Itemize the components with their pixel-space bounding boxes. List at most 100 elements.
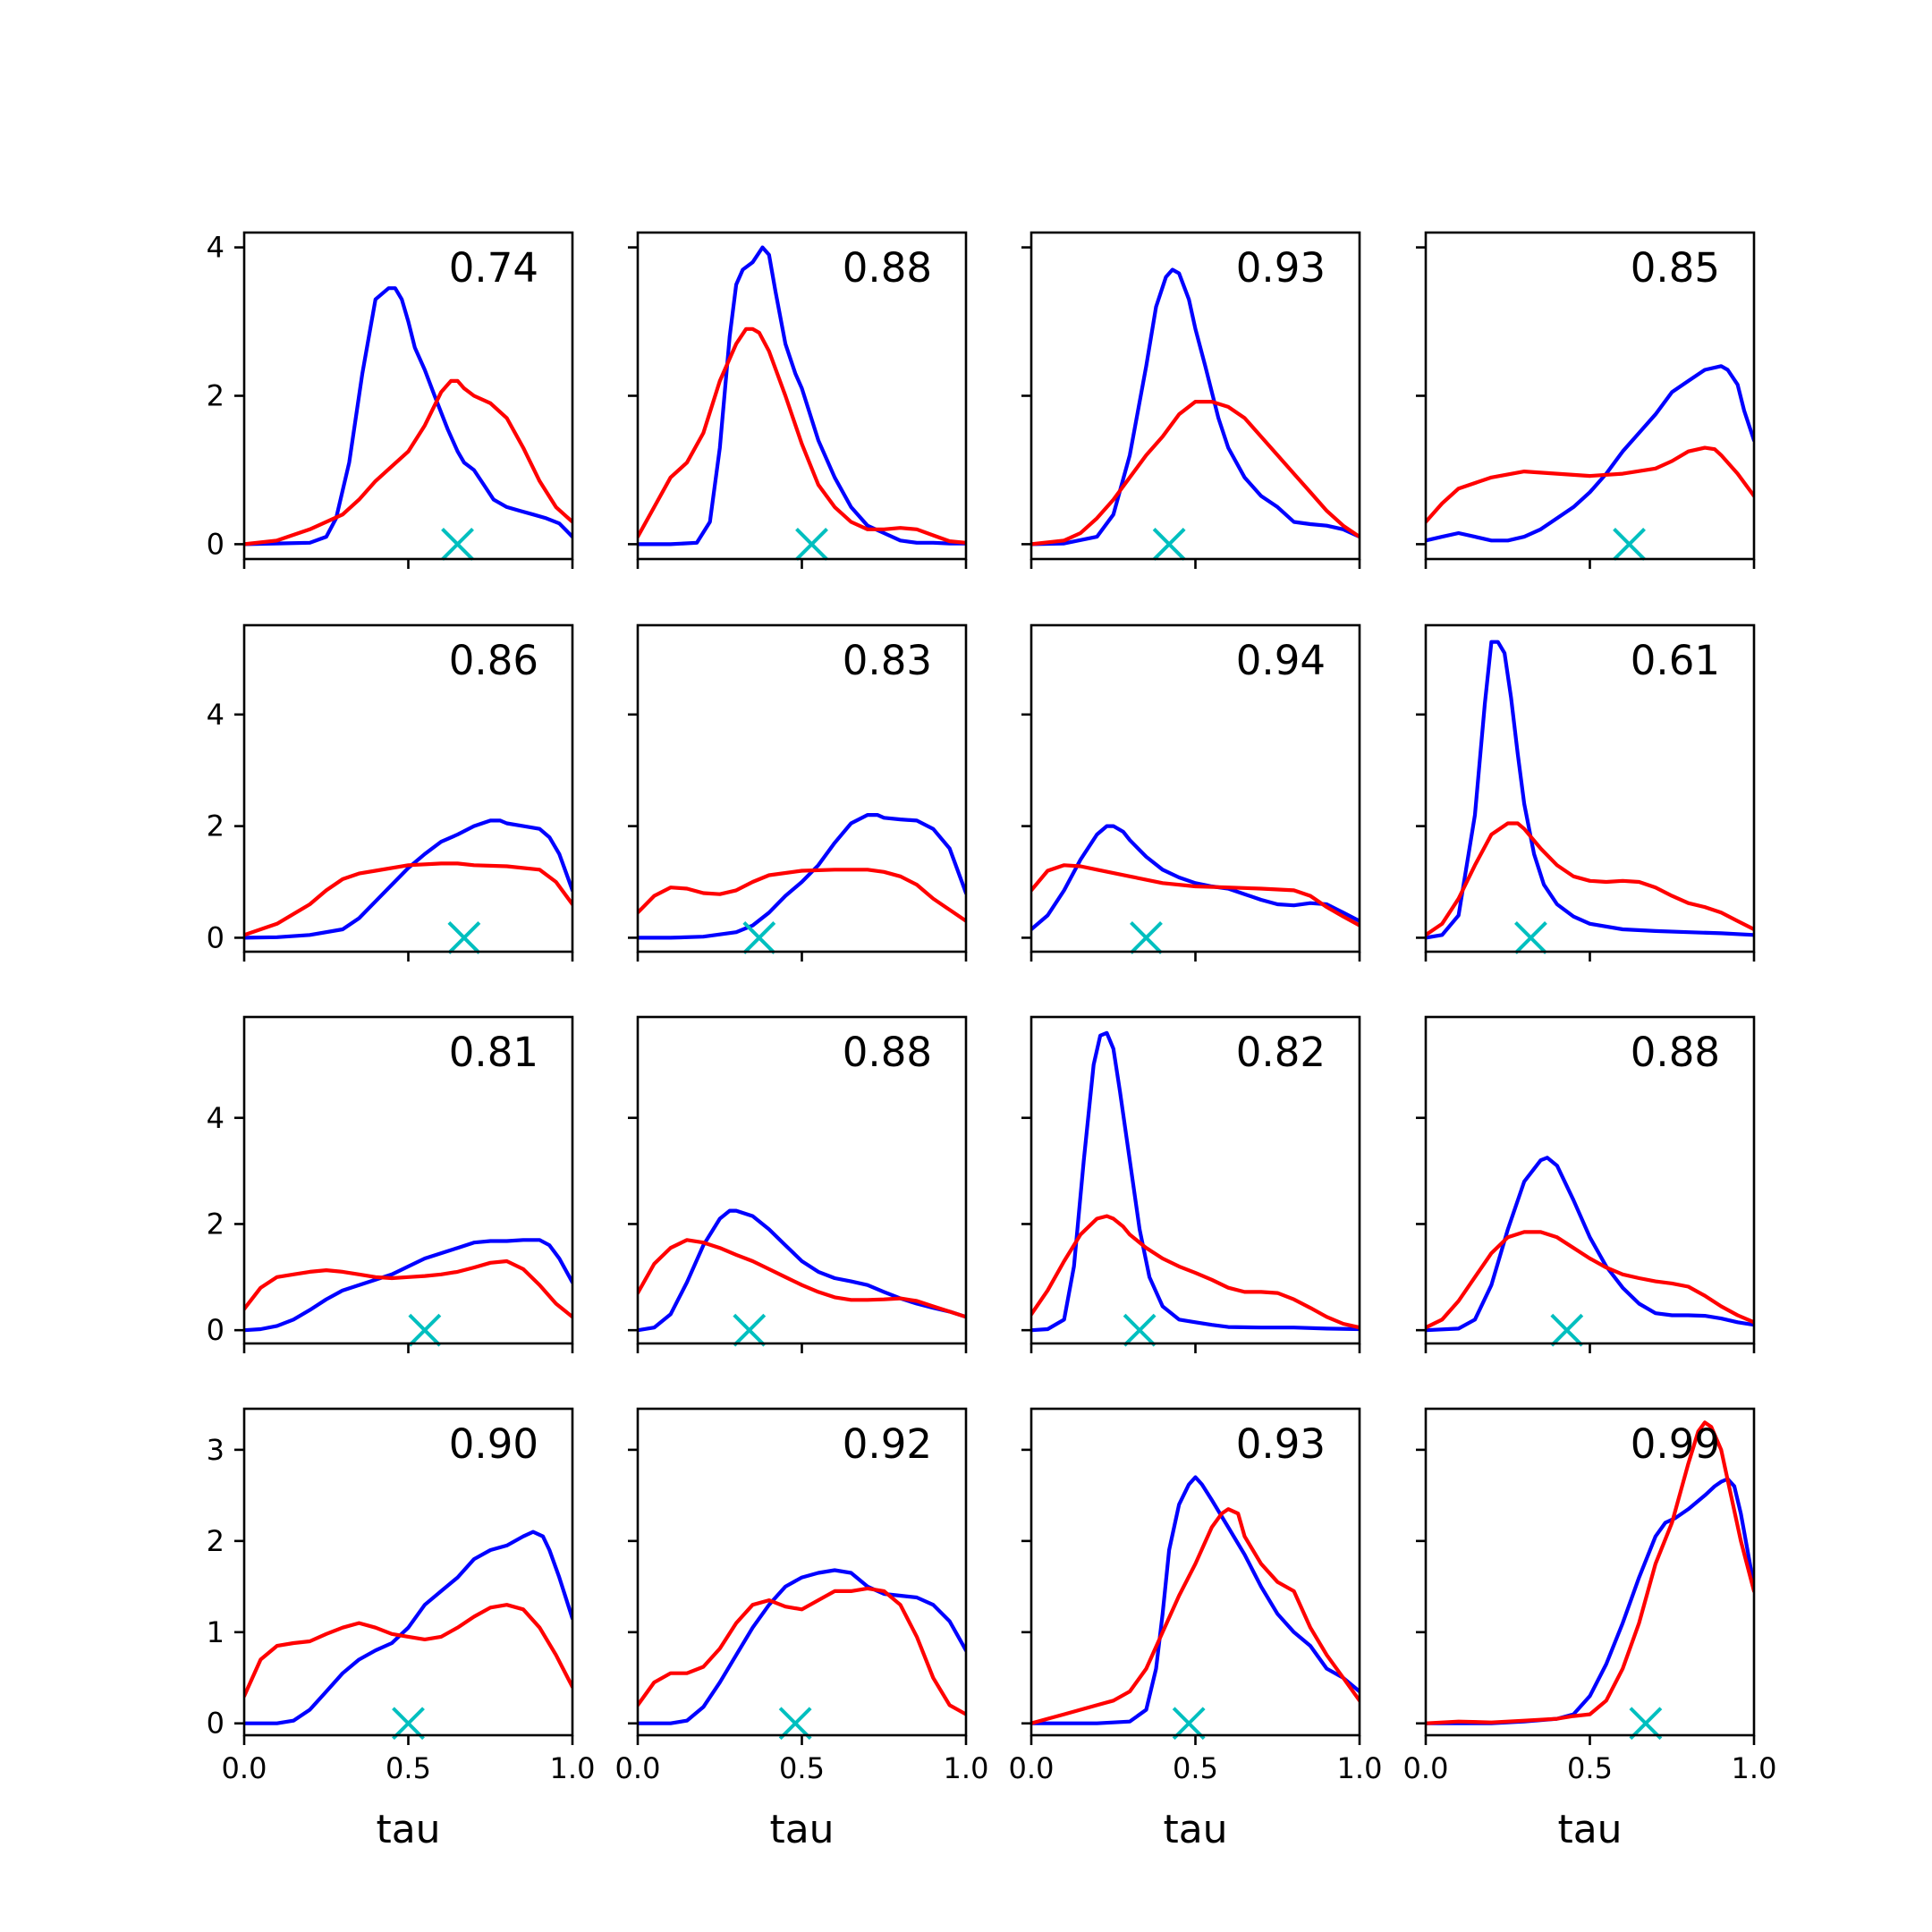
panel-value-label: 0.85: [1631, 244, 1720, 292]
y-tick-label: 0: [207, 1707, 225, 1741]
mean-marker: [733, 1313, 767, 1347]
panel-1-4: 0.85: [1416, 231, 1756, 569]
series-line-blue: [244, 1238, 572, 1333]
mean-marker: [742, 920, 776, 954]
mean-marker: [1123, 1313, 1157, 1347]
series-line-blue: [638, 245, 966, 547]
y-tick-label: 2: [207, 1524, 225, 1558]
series-line-blue: [638, 1568, 966, 1725]
series-line-blue: [1426, 640, 1754, 940]
y-tick-label: 2: [207, 809, 225, 843]
panel-4-3: 0.0 0.5 1.0 tau 0.93: [1009, 1407, 1383, 1852]
series-line-red: [638, 868, 966, 923]
panel-value-label: 0.90: [449, 1420, 538, 1468]
series-line-red: [638, 1238, 966, 1319]
mean-marker: [1629, 1707, 1663, 1741]
panel-value-label: 0.88: [843, 244, 932, 292]
series-line-red: [244, 1603, 572, 1699]
series-line-blue: [244, 286, 572, 547]
mean-marker: [1550, 1313, 1584, 1347]
y-tick-label: 2: [207, 379, 225, 413]
panel-2-4: 0.61: [1416, 623, 1756, 962]
x-tick-label: 1.0: [1337, 1751, 1383, 1785]
y-tick-label: 4: [207, 698, 225, 732]
panel-value-label: 0.81: [449, 1029, 538, 1076]
x-tick-label: 0.5: [1567, 1751, 1613, 1785]
mean-marker: [447, 920, 481, 954]
series-line-red: [1426, 445, 1754, 524]
panel-4-1: 0 1 2 3 0.0 0.5 1.0 tau 0.90: [207, 1407, 596, 1852]
y-tick-label: 3: [207, 1433, 225, 1467]
panel-3-1: 0 2 4 0.81: [207, 1015, 574, 1353]
series-line-red: [638, 1586, 966, 1716]
x-tick-label: 0.0: [222, 1751, 267, 1785]
y-tick-label: 0: [207, 1313, 225, 1347]
series-line-red: [1426, 1230, 1754, 1330]
mean-marker: [778, 1707, 812, 1741]
panel-value-label: 0.74: [449, 244, 538, 292]
panel-3-2: 0.88: [628, 1015, 968, 1353]
series-line-red: [1031, 400, 1360, 547]
y-tick-label: 0: [207, 920, 225, 954]
x-tick-label: 0.5: [386, 1751, 431, 1785]
mean-marker: [392, 1707, 425, 1741]
mean-marker: [795, 527, 828, 561]
y-tick-label: 2: [207, 1207, 225, 1241]
panel-2-3: 0.94: [1021, 623, 1361, 962]
panel-3-4: 0.88: [1416, 1015, 1756, 1353]
mean-marker: [1514, 920, 1547, 954]
panel-value-label: 0.94: [1236, 637, 1326, 684]
panel-value-label: 0.86: [449, 637, 538, 684]
panel-value-label: 0.93: [1236, 1420, 1326, 1468]
series-line-red: [244, 1258, 572, 1319]
panel-2-1: 0 2 4 0.86: [207, 623, 574, 962]
series-line-blue: [1426, 1156, 1754, 1333]
panel-3-3: 0.82: [1021, 1015, 1361, 1353]
panel-value-label: 0.93: [1236, 244, 1326, 292]
series-line-red: [1031, 1507, 1360, 1725]
panel-value-label: 0.88: [1631, 1029, 1720, 1076]
x-tick-label: 1.0: [550, 1751, 596, 1785]
x-tick-label: 0.0: [1403, 1751, 1449, 1785]
panel-2-2: 0.83: [628, 623, 968, 962]
series-line-red: [1426, 821, 1754, 937]
mean-marker: [441, 527, 474, 561]
panel-value-label: 0.92: [843, 1420, 932, 1468]
series-line-red: [1031, 1214, 1360, 1330]
y-tick-label: 0: [207, 527, 225, 561]
x-axis-label: tau: [376, 1807, 440, 1852]
mean-marker: [1613, 527, 1646, 561]
series-line-blue: [244, 818, 572, 940]
mean-marker: [1152, 527, 1186, 561]
series-line-red: [638, 326, 966, 545]
x-tick-label: 1.0: [944, 1751, 989, 1785]
mean-marker: [1130, 920, 1163, 954]
mean-marker: [1172, 1707, 1206, 1741]
panel-4-4: 0.0 0.5 1.0 tau 0.99: [1403, 1407, 1776, 1852]
panel-1-2: 0.88: [628, 231, 968, 569]
panel-value-label: 0.82: [1236, 1029, 1326, 1076]
panel-value-label: 0.83: [843, 637, 932, 684]
series-line-red: [244, 378, 572, 547]
series-line-blue: [244, 1530, 572, 1725]
panel-value-label: 0.88: [843, 1029, 932, 1076]
series-line-red: [1426, 1420, 1754, 1725]
x-tick-label: 0.5: [779, 1751, 825, 1785]
panel-value-label: 0.61: [1631, 637, 1720, 684]
x-tick-label: 0.0: [1009, 1751, 1055, 1785]
y-tick-label: 1: [207, 1615, 225, 1649]
x-axis-label: tau: [769, 1807, 834, 1852]
panel-value-label: 0.99: [1631, 1420, 1720, 1468]
series-line-blue: [1031, 1030, 1360, 1333]
series-line-blue: [638, 812, 966, 940]
series-line-blue: [1031, 1475, 1360, 1725]
series-line-blue: [1031, 824, 1360, 932]
x-tick-label: 0.5: [1173, 1751, 1218, 1785]
mean-marker: [408, 1313, 442, 1347]
series-line-red: [244, 861, 572, 937]
panel-1-1: 0 2 4 0.74: [207, 231, 574, 569]
x-tick-label: 0.0: [615, 1751, 661, 1785]
panel-4-2: 0.0 0.5 1.0 tau 0.92: [615, 1407, 989, 1852]
panel-1-3: 0.93: [1021, 231, 1361, 569]
